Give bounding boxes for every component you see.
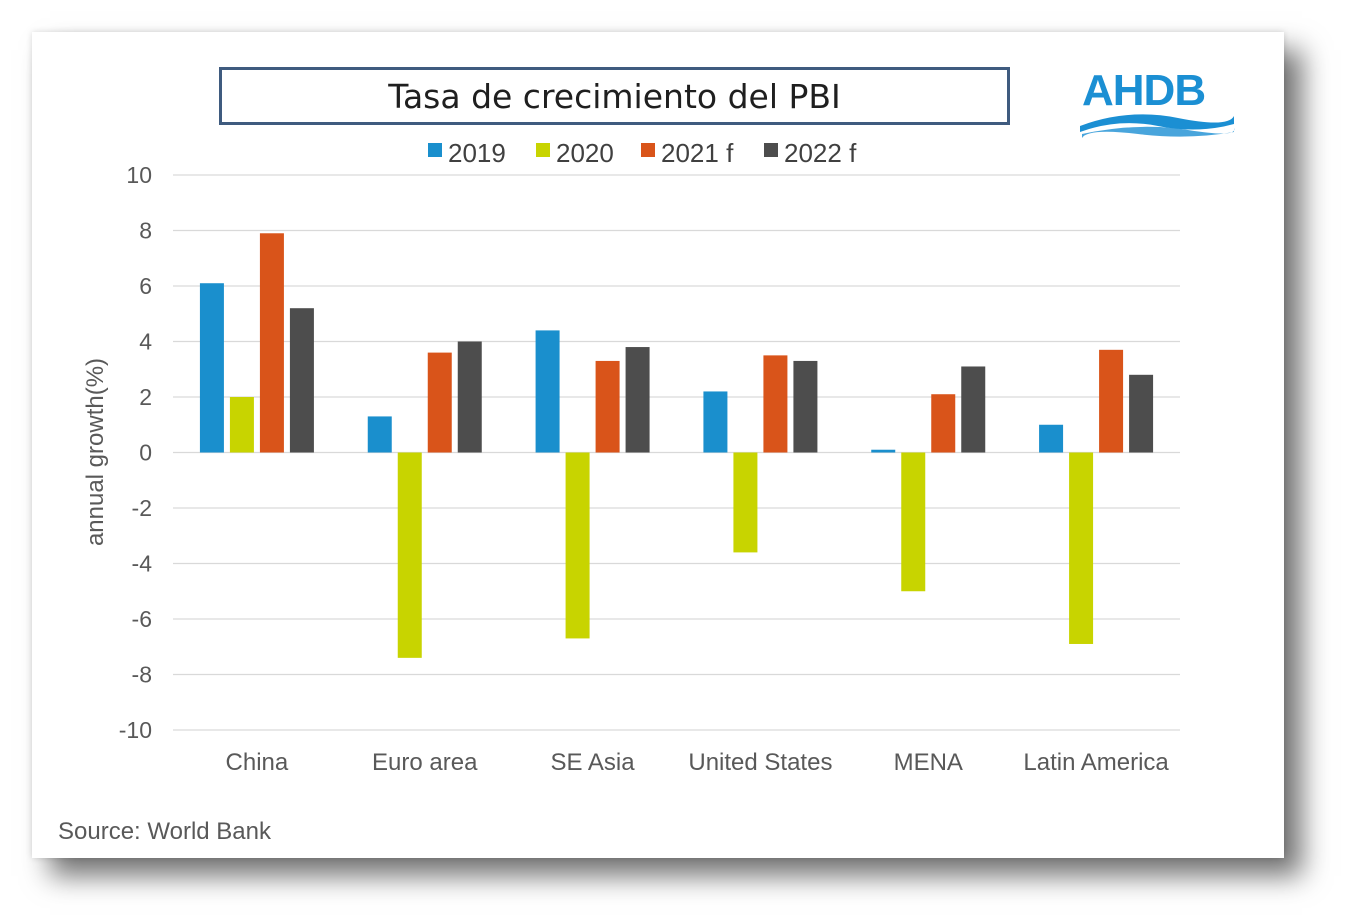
- legend-swatch: [641, 143, 655, 157]
- x-category-label: Euro area: [372, 749, 478, 776]
- source-note: Source: World Bank: [58, 818, 271, 845]
- x-category-label: China: [226, 749, 289, 776]
- legend-label: 2022 f: [784, 138, 857, 168]
- bar: [625, 347, 650, 453]
- bar: [1069, 452, 1094, 644]
- y-tick-label: -8: [132, 662, 152, 688]
- y-tick-label: 8: [139, 218, 152, 244]
- x-category-label: United States: [688, 749, 832, 776]
- y-tick-label: -6: [132, 606, 152, 632]
- x-category-label: MENA: [894, 749, 963, 776]
- bar: [961, 366, 986, 453]
- y-tick-label: 2: [139, 384, 152, 410]
- y-tick-label: -2: [132, 495, 152, 521]
- chart-title: Tasa de crecimiento del PBI: [219, 67, 1010, 125]
- bar: [763, 355, 788, 453]
- bar: [901, 452, 926, 592]
- bar: [565, 452, 590, 639]
- bar: [595, 360, 620, 453]
- y-tick-label: 10: [126, 162, 152, 188]
- bar: [535, 330, 560, 453]
- bar: [793, 360, 818, 453]
- logo-wave-icon: [1080, 114, 1235, 138]
- legend-swatch: [428, 143, 442, 157]
- y-tick-label: -4: [132, 551, 153, 577]
- bar: [1129, 374, 1154, 453]
- bar: [289, 308, 314, 453]
- legend-label: 2019: [448, 138, 506, 168]
- bar: [199, 283, 224, 453]
- legend-label: 2021 f: [661, 138, 734, 168]
- legend-swatch: [536, 143, 550, 157]
- bar: [931, 394, 956, 453]
- bar: [1099, 349, 1124, 453]
- bar: [733, 452, 758, 553]
- bar: [397, 452, 422, 658]
- bar: [1039, 424, 1064, 453]
- bar: [259, 233, 284, 453]
- legend-swatch: [764, 143, 778, 157]
- y-tick-label: 6: [139, 273, 152, 299]
- y-axis-label: annual growth(%): [82, 357, 109, 547]
- bar: [427, 352, 452, 453]
- bar: [871, 449, 896, 453]
- bar: [229, 397, 254, 453]
- bar: [703, 391, 728, 453]
- y-tick-label: 0: [139, 440, 152, 466]
- legend-label: 2020: [556, 138, 614, 168]
- logo-text: AHDB: [1082, 66, 1206, 115]
- bar: [457, 341, 482, 453]
- y-tick-label: 4: [139, 329, 152, 355]
- y-tick-label: -10: [119, 717, 152, 743]
- ahdb-logo: AHDB: [1078, 66, 1238, 142]
- x-category-label: SE Asia: [551, 749, 636, 776]
- x-category-label: Latin America: [1023, 749, 1169, 776]
- bar: [367, 416, 392, 453]
